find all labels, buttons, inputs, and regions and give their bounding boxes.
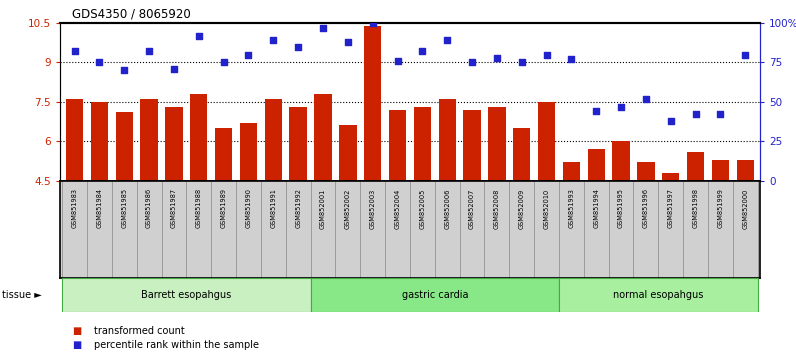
Bar (140, 99, 158, 181)
Bar (414, 107, 431, 181)
Text: transformed count: transformed count (94, 326, 185, 336)
Bar (488, 107, 505, 181)
Text: GDS4350 / 8065920: GDS4350 / 8065920 (72, 7, 190, 20)
Text: GSM851999: GSM851999 (717, 188, 724, 228)
Point (466, 59, 478, 65)
Point (93, 59, 106, 65)
Point (292, 44, 305, 50)
Text: gastric cardia: gastric cardia (401, 290, 468, 300)
Bar (439, 99, 456, 181)
Bar (513, 128, 530, 181)
Point (739, 52, 751, 57)
Text: GSM852002: GSM852002 (345, 188, 351, 229)
Bar (310, 278, 559, 312)
Bar (563, 162, 580, 181)
Text: GSM852003: GSM852003 (369, 188, 376, 229)
Text: ■: ■ (72, 340, 81, 350)
Bar (587, 149, 605, 181)
Point (565, 56, 578, 62)
Bar (538, 102, 556, 181)
Text: GSM851984: GSM851984 (96, 188, 103, 228)
Text: GSM852001: GSM852001 (320, 188, 326, 229)
Point (217, 59, 230, 65)
Text: GSM851992: GSM851992 (295, 188, 301, 228)
Text: GSM851987: GSM851987 (171, 188, 177, 228)
Text: normal esopahgus: normal esopahgus (613, 290, 704, 300)
Text: GSM851990: GSM851990 (245, 188, 252, 228)
Point (639, 96, 652, 102)
Text: percentile rank within the sample: percentile rank within the sample (94, 340, 259, 350)
Text: GSM852007: GSM852007 (469, 188, 475, 229)
Point (267, 38, 279, 43)
Point (168, 66, 181, 72)
Point (366, 20, 379, 26)
Point (441, 38, 454, 43)
Text: GSM851994: GSM851994 (593, 188, 599, 228)
Bar (712, 160, 729, 181)
Point (615, 104, 627, 109)
Text: GSM851983: GSM851983 (72, 188, 77, 228)
Point (193, 33, 205, 39)
Point (515, 59, 528, 65)
Bar (638, 162, 654, 181)
Bar (115, 112, 133, 181)
Point (714, 112, 727, 117)
Bar (190, 94, 208, 181)
Text: GSM851988: GSM851988 (196, 188, 202, 228)
Text: tissue ►: tissue ► (2, 290, 41, 300)
Text: GSM851993: GSM851993 (568, 188, 575, 228)
Text: GSM852005: GSM852005 (419, 188, 425, 229)
Text: GSM852006: GSM852006 (444, 188, 451, 229)
Bar (62, 278, 310, 312)
Point (242, 52, 255, 57)
Bar (463, 110, 481, 181)
Point (142, 48, 155, 54)
Text: GSM852009: GSM852009 (519, 188, 525, 229)
Point (416, 48, 429, 54)
Bar (264, 99, 282, 181)
Point (317, 25, 330, 30)
Bar (240, 123, 257, 181)
Text: GSM851998: GSM851998 (693, 188, 699, 228)
Text: GSM852008: GSM852008 (494, 188, 500, 229)
Point (341, 39, 354, 45)
Bar (166, 107, 182, 181)
Text: GSM851997: GSM851997 (668, 188, 673, 228)
Text: GSM851986: GSM851986 (146, 188, 152, 228)
Bar (290, 107, 306, 181)
Bar (314, 94, 332, 181)
Bar (612, 141, 630, 181)
Bar (66, 99, 84, 181)
Text: GSM851985: GSM851985 (121, 188, 127, 228)
Point (590, 108, 603, 114)
Text: ■: ■ (72, 326, 81, 336)
Text: GSM852010: GSM852010 (544, 188, 549, 229)
Bar (662, 173, 680, 181)
Point (118, 67, 131, 73)
Text: Barrett esopahgus: Barrett esopahgus (141, 290, 232, 300)
Bar (215, 128, 232, 181)
Bar (388, 110, 406, 181)
Point (68, 48, 81, 54)
Point (391, 58, 404, 64)
Text: GSM851991: GSM851991 (271, 188, 276, 228)
Text: GSM852000: GSM852000 (743, 188, 748, 229)
Text: GSM851995: GSM851995 (618, 188, 624, 228)
Text: GSM851989: GSM851989 (220, 188, 227, 228)
Bar (736, 160, 754, 181)
Text: GSM852004: GSM852004 (395, 188, 400, 229)
Bar (559, 278, 758, 312)
Bar (91, 102, 108, 181)
Point (689, 112, 702, 117)
Bar (339, 125, 357, 181)
Bar (364, 25, 381, 181)
Point (540, 52, 553, 57)
Point (490, 55, 503, 61)
Text: GSM851996: GSM851996 (643, 188, 649, 228)
Point (665, 118, 677, 124)
Bar (687, 152, 704, 181)
